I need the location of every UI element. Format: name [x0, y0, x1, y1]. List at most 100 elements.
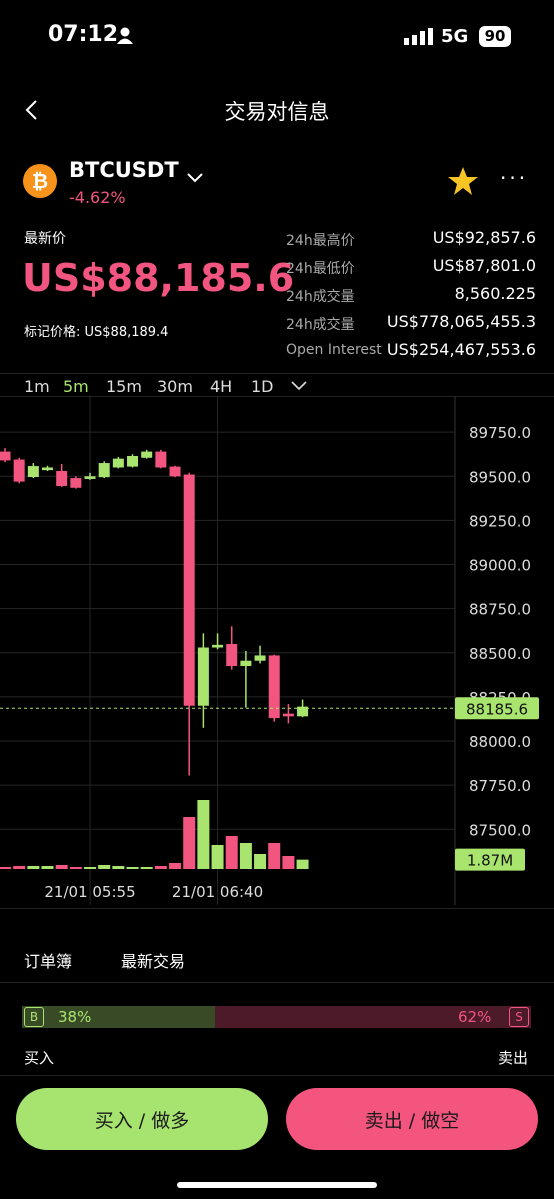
volume-bar [225, 836, 238, 869]
separator [0, 982, 554, 983]
signal-icon [404, 28, 433, 45]
stat-value: US$254,467,553.6 [386, 340, 536, 359]
more-button[interactable]: ··· [500, 166, 529, 190]
candle-body [13, 459, 25, 482]
sell-ratio [215, 1006, 531, 1028]
candle-body [268, 655, 280, 719]
timeframe-more[interactable] [290, 380, 308, 392]
buy-text: 买入 [24, 1049, 55, 1067]
sell-tag: S [509, 1007, 529, 1027]
volume-bar [154, 866, 167, 869]
y-tick-label: 87750.0 [469, 777, 531, 795]
buy-tag: B [24, 1007, 44, 1027]
battery: 90 [479, 26, 511, 47]
volume-bar [0, 867, 11, 869]
last-price: US$88,185.6 [22, 256, 295, 300]
volume-bar [268, 843, 281, 869]
pair-symbol[interactable]: BTCUSDT [69, 158, 179, 182]
volume-bar [126, 867, 139, 869]
favorite-star[interactable] [447, 166, 479, 196]
volume-tag [455, 848, 525, 871]
stat-value: US$778,065,455.3 [386, 312, 536, 331]
ratio-bar [22, 1006, 531, 1028]
candle-body [112, 458, 124, 468]
candle-body [56, 471, 68, 487]
stat-label: 24h最低价 [286, 261, 355, 277]
person-icon [117, 27, 133, 44]
volume-bar [211, 845, 224, 869]
svg-text:₿: ₿ [32, 169, 48, 193]
timeframe[interactable]: 5m [63, 377, 89, 396]
volume-bar [84, 867, 97, 869]
candle-body [27, 466, 39, 478]
candle-body [42, 467, 54, 471]
clock: 07:12 [48, 22, 119, 47]
y-tick-label: 88750.0 [469, 601, 531, 619]
orderbook-tab[interactable]: 订单簿 [24, 952, 73, 971]
y-tick-label: 89000.0 [469, 557, 531, 575]
y-tick-label: 89500.0 [469, 468, 531, 486]
buy-percent: 38% [58, 1008, 92, 1026]
volume-bar [197, 800, 210, 869]
candle-body [0, 451, 11, 461]
home-indicator [177, 1182, 377, 1188]
volume-bar [296, 859, 309, 869]
candle-body [212, 644, 224, 648]
candle-body [169, 466, 181, 477]
buy-button[interactable]: 买入 / 做多 [16, 1088, 268, 1150]
volume-bar [41, 866, 54, 869]
separator [0, 396, 554, 397]
stat-label: 24h最高价 [286, 233, 355, 249]
timeframe[interactable]: 4H [210, 377, 233, 396]
candle-body [226, 643, 238, 667]
timeframe[interactable]: 15m [106, 377, 142, 396]
candle-body [98, 463, 110, 478]
separator [0, 373, 554, 374]
sell-button[interactable]: 卖出 / 做空 [286, 1088, 538, 1150]
candle-body [240, 660, 252, 667]
volume-bar [27, 866, 40, 869]
volume-bar [13, 866, 26, 869]
candle-body [70, 478, 82, 488]
page-title: 交易对信息 [224, 100, 330, 124]
trades-tab[interactable]: 最新交易 [121, 952, 186, 971]
y-tick-label: 89750.0 [469, 424, 531, 442]
y-tick-label: 88500.0 [469, 645, 531, 663]
pair-change: -4.62% [69, 188, 126, 207]
volume-label: 1.87M [467, 852, 513, 870]
volume-bar [169, 863, 182, 869]
stat-value: US$92,857.6 [432, 228, 536, 247]
stat-value: US$87,801.0 [432, 256, 536, 275]
separator [0, 908, 554, 909]
sell-percent: 62% [458, 1008, 492, 1026]
stat-label: Open Interest [286, 342, 382, 358]
candle-body [282, 713, 294, 717]
pair-dropdown[interactable] [186, 172, 204, 184]
network: 5G [441, 26, 469, 47]
candle-body [155, 451, 167, 468]
candlestick-chart: 89750.0 89500.0 89250.0 89000.0 88750.0 88500… [0, 396, 539, 905]
y-tick-label: 87500.0 [469, 821, 531, 839]
stat-value: 8,560.225 [454, 284, 536, 303]
volume-bar [140, 867, 153, 869]
back-button[interactable] [22, 98, 42, 122]
buy-ratio [22, 1006, 216, 1028]
volume-bar [112, 866, 125, 869]
volume-bar [183, 817, 196, 869]
candle-body [141, 451, 153, 458]
volume-bar [98, 865, 111, 869]
volume-bar [239, 843, 252, 869]
x-tick-label: 21/01 06:40 [172, 883, 263, 901]
volume-bar [55, 865, 68, 869]
y-tick-label: 89250.0 [469, 512, 531, 530]
last-price-label: 88185.6 [466, 700, 528, 718]
candle-body [197, 647, 209, 706]
timeframe[interactable]: 1D [251, 377, 274, 396]
volume-bar [282, 856, 295, 869]
volume-bar [254, 854, 267, 869]
timeframe[interactable]: 1m [24, 377, 50, 396]
volume-bar [69, 867, 82, 869]
timeframe[interactable]: 30m [157, 377, 193, 396]
stat-label: 24h成交量 [286, 317, 355, 333]
x-tick-label: 21/01 05:55 [44, 883, 135, 901]
